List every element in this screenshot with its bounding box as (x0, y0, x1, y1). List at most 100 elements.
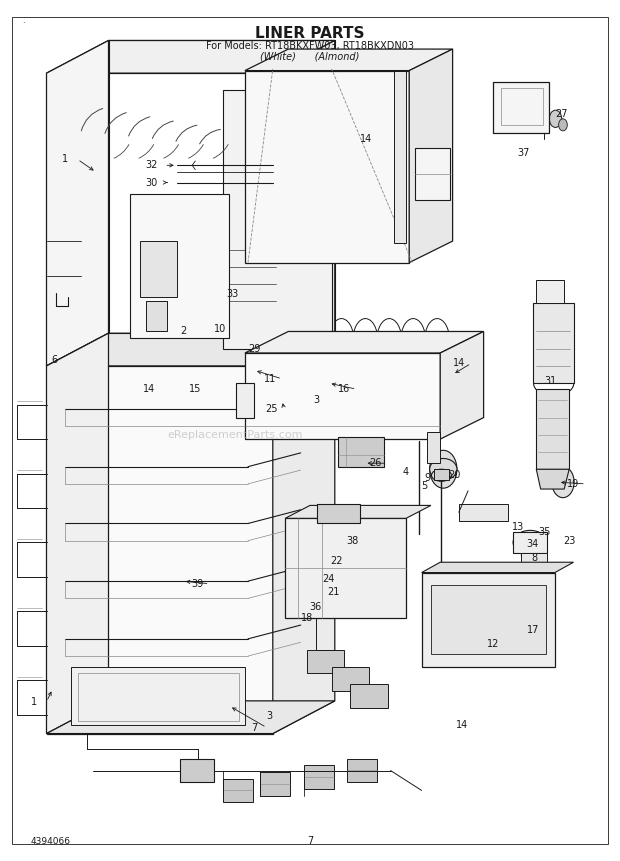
Polygon shape (347, 759, 377, 782)
Text: 18: 18 (301, 613, 313, 623)
Text: 11: 11 (264, 374, 276, 384)
Text: 35: 35 (538, 527, 551, 537)
Polygon shape (46, 701, 335, 734)
Polygon shape (338, 437, 384, 467)
Circle shape (398, 84, 402, 89)
Polygon shape (223, 90, 332, 349)
Polygon shape (422, 562, 574, 573)
Polygon shape (409, 49, 453, 263)
Circle shape (502, 99, 515, 116)
Ellipse shape (513, 530, 547, 554)
Text: 26: 26 (369, 458, 381, 468)
Text: 8: 8 (531, 553, 538, 563)
Polygon shape (140, 241, 177, 297)
Polygon shape (493, 82, 549, 133)
Text: 38: 38 (346, 536, 358, 546)
Polygon shape (536, 389, 569, 469)
Circle shape (144, 382, 154, 396)
Polygon shape (130, 194, 229, 338)
Ellipse shape (521, 546, 547, 565)
Text: 4: 4 (403, 467, 409, 477)
Polygon shape (46, 366, 273, 734)
Text: 1: 1 (31, 697, 37, 707)
Text: ·: · (22, 20, 25, 28)
Circle shape (178, 325, 188, 338)
Text: 14: 14 (360, 134, 372, 145)
Text: 14: 14 (456, 720, 468, 730)
Polygon shape (285, 518, 406, 618)
Text: 7: 7 (307, 836, 313, 846)
Text: 14: 14 (453, 358, 465, 369)
Circle shape (398, 162, 402, 167)
Text: (White)      (Almond): (White) (Almond) (260, 52, 360, 62)
Polygon shape (521, 553, 547, 564)
Circle shape (398, 201, 402, 207)
Text: 22: 22 (330, 556, 342, 567)
Text: 21: 21 (327, 587, 340, 598)
Polygon shape (46, 40, 335, 73)
Polygon shape (513, 532, 547, 553)
Polygon shape (236, 383, 254, 418)
Text: 20: 20 (448, 470, 461, 480)
Polygon shape (536, 469, 569, 489)
Polygon shape (332, 667, 369, 691)
Text: 25: 25 (265, 404, 278, 414)
Polygon shape (415, 148, 450, 200)
Polygon shape (46, 333, 335, 366)
Text: 23: 23 (563, 536, 575, 546)
Polygon shape (533, 303, 574, 383)
Text: 13: 13 (512, 522, 524, 532)
Polygon shape (434, 469, 449, 480)
Text: 36: 36 (309, 602, 321, 612)
Polygon shape (536, 280, 564, 303)
Polygon shape (71, 667, 245, 725)
Polygon shape (223, 779, 253, 802)
Polygon shape (146, 301, 167, 331)
Text: 16: 16 (338, 384, 350, 394)
Polygon shape (273, 333, 335, 734)
Polygon shape (180, 759, 214, 782)
Text: 27: 27 (555, 108, 567, 119)
Text: 37: 37 (518, 148, 530, 158)
Polygon shape (46, 333, 108, 734)
Text: 32: 32 (146, 160, 158, 170)
Circle shape (398, 182, 402, 187)
Polygon shape (394, 71, 406, 243)
Text: LINER PARTS: LINER PARTS (255, 26, 365, 41)
Text: 12: 12 (487, 639, 499, 649)
Polygon shape (245, 353, 440, 439)
Circle shape (273, 158, 283, 172)
Circle shape (172, 235, 224, 307)
Circle shape (55, 261, 69, 282)
Text: 14: 14 (143, 384, 155, 394)
Ellipse shape (454, 594, 522, 646)
Circle shape (398, 221, 402, 226)
Text: 6: 6 (51, 355, 58, 365)
Text: For Models: RT18BKXFW03, RT18BKXDN03: For Models: RT18BKXFW03, RT18BKXDN03 (206, 41, 414, 52)
Text: 3: 3 (267, 711, 273, 722)
Circle shape (398, 103, 402, 108)
Circle shape (187, 256, 210, 287)
Circle shape (398, 123, 402, 128)
Polygon shape (350, 684, 388, 708)
Circle shape (559, 119, 567, 131)
Polygon shape (422, 573, 555, 667)
Ellipse shape (432, 469, 451, 481)
Text: 33: 33 (226, 289, 239, 300)
Circle shape (273, 176, 283, 189)
Polygon shape (260, 772, 290, 796)
Text: 9: 9 (425, 473, 431, 483)
Text: 29: 29 (248, 344, 260, 354)
Text: 4394066: 4394066 (31, 837, 71, 846)
Polygon shape (440, 331, 484, 439)
Circle shape (172, 573, 188, 595)
Ellipse shape (430, 458, 457, 480)
Polygon shape (427, 432, 440, 463)
Polygon shape (307, 650, 344, 673)
Text: 15: 15 (189, 384, 202, 394)
Ellipse shape (284, 121, 346, 241)
Polygon shape (245, 49, 453, 71)
Circle shape (552, 467, 574, 498)
Text: 1: 1 (62, 154, 68, 164)
Polygon shape (46, 73, 273, 366)
